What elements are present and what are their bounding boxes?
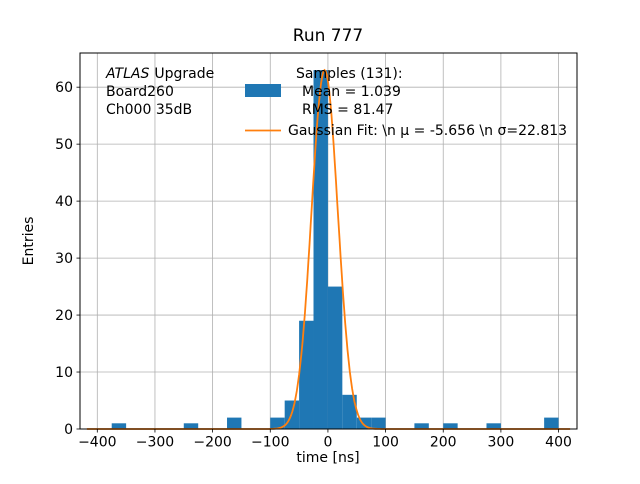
histogram-bar: [111, 423, 127, 429]
y-tick-label: 60: [55, 80, 73, 96]
legend-gaussian-label: Gaussian Fit: \n μ = -5.656 \n σ=22.813: [288, 123, 567, 139]
annotation-block: ATLAS Upgrade Board260 Ch000 35dB: [105, 66, 214, 118]
chart-title: Run 777: [293, 26, 363, 46]
histogram-bar: [544, 417, 559, 429]
y-tick-label: 30: [55, 251, 73, 267]
y-tick-label: 20: [55, 308, 73, 324]
x-tick-label: 200: [430, 435, 457, 451]
legend-mean-value: Mean = 1.039: [302, 84, 401, 100]
x-tick-label: 100: [372, 435, 399, 451]
histogram-bar: [443, 423, 458, 429]
legend: Samples (131): Mean = 1.039 RMS = 81.47 …: [245, 66, 567, 139]
x-tick-label: −100: [251, 435, 289, 451]
histogram-bar: [227, 417, 242, 429]
annotation-atlas: ATLAS: [105, 66, 149, 82]
x-tick-label: 300: [488, 435, 515, 451]
histogram-bar: [356, 417, 372, 429]
x-tick-label: −200: [193, 435, 231, 451]
legend-rms-value: RMS = 81.47: [302, 102, 393, 118]
y-tick-label: 0: [64, 422, 73, 438]
x-tick-label: 400: [545, 435, 572, 451]
x-tick-label: 0: [323, 435, 332, 451]
histogram-bar: [486, 423, 501, 429]
y-tick-label: 40: [55, 194, 73, 210]
legend-histogram-swatch: [245, 84, 281, 97]
y-axis-label: Entries: [21, 217, 37, 266]
histogram-bar: [414, 423, 429, 429]
legend-samples-title: Samples (131):: [296, 66, 403, 82]
histogram-bar: [342, 394, 357, 429]
annotation-line-2: Board260: [106, 84, 174, 100]
annotation-line-1: ATLAS Upgrade: [105, 66, 214, 82]
annotation-line-3: Ch000 35dB: [106, 102, 192, 118]
histogram-bar: [270, 417, 285, 429]
axis-ticks: −400 −300 −200 −100 0 100 200 300 400 0 10 20 30 40 50…: [55, 80, 572, 450]
histogram-bar: [183, 423, 199, 429]
x-axis-label: time [ns]: [296, 450, 359, 466]
histogram-bar: [327, 286, 343, 429]
histogram-bar: [313, 70, 328, 429]
x-tick-label: −300: [136, 435, 174, 451]
axes-spines: [79, 52, 578, 430]
annotation-upgrade: Upgrade: [154, 66, 214, 82]
histogram-bar: [371, 417, 386, 429]
y-tick-label: 10: [55, 365, 73, 381]
histogram-bar: [299, 320, 314, 429]
y-tick-label: 50: [55, 137, 73, 153]
plot-border: [79, 52, 578, 430]
x-tick-label: −400: [78, 435, 116, 451]
